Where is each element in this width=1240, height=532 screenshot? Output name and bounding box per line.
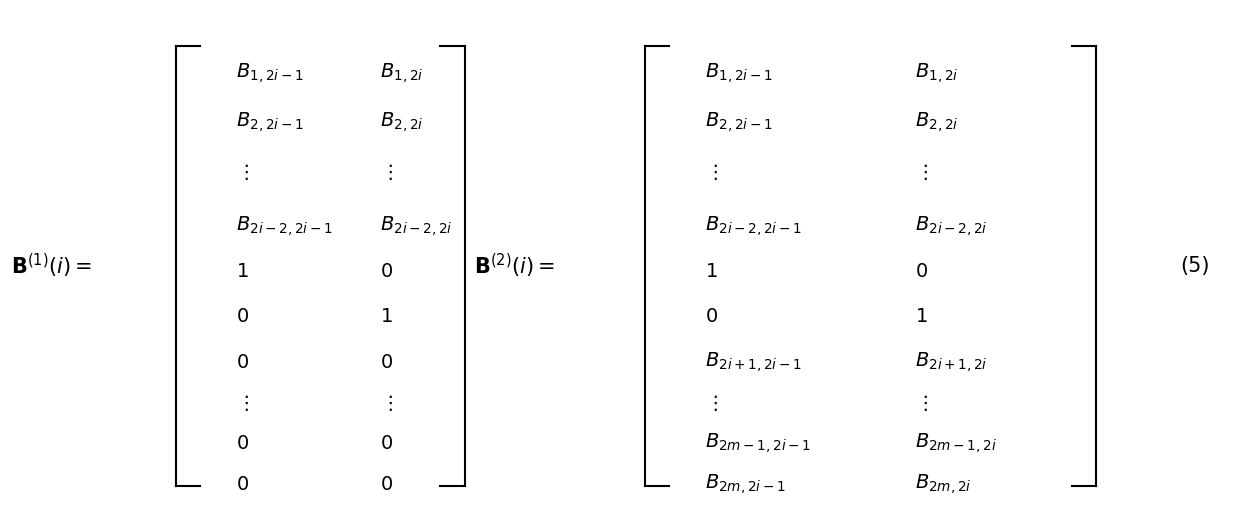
Text: $0$: $0$ — [236, 307, 249, 326]
Text: $B_{2i-2,2i-1}$: $B_{2i-2,2i-1}$ — [236, 214, 334, 238]
Text: $B_{1,2i}$: $B_{1,2i}$ — [915, 61, 959, 85]
Text: $B_{2i+1,2i-1}$: $B_{2i+1,2i-1}$ — [706, 350, 802, 374]
Text: $B_{2i+1,2i}$: $B_{2i+1,2i}$ — [915, 350, 988, 374]
Text: (5): (5) — [1180, 256, 1210, 276]
Text: $B_{1,2i-1}$: $B_{1,2i-1}$ — [706, 61, 773, 85]
Text: $\mathbf{B}^{(1)}(i) = $: $\mathbf{B}^{(1)}(i) = $ — [11, 252, 92, 280]
Text: $1$: $1$ — [915, 307, 928, 326]
Text: $B_{2,2i-1}$: $B_{2,2i-1}$ — [236, 111, 304, 134]
Text: $B_{2i-2,2i}$: $B_{2i-2,2i}$ — [381, 214, 453, 238]
Text: $1$: $1$ — [381, 307, 393, 326]
Text: $B_{2i-2,2i-1}$: $B_{2i-2,2i-1}$ — [706, 214, 802, 238]
Text: $0$: $0$ — [236, 353, 249, 371]
Text: $0$: $0$ — [915, 262, 929, 281]
Text: $B_{2m,2i-1}$: $B_{2m,2i-1}$ — [706, 472, 786, 496]
Text: $1$: $1$ — [236, 262, 249, 281]
Text: $B_{2m,2i}$: $B_{2m,2i}$ — [915, 472, 972, 496]
Text: $B_{2m-1,2i}$: $B_{2m-1,2i}$ — [915, 431, 997, 455]
Text: $\vdots$: $\vdots$ — [236, 162, 249, 182]
Text: $0$: $0$ — [381, 475, 393, 494]
Text: $\vdots$: $\vdots$ — [915, 162, 928, 182]
Text: $0$: $0$ — [381, 434, 393, 453]
Text: $1$: $1$ — [706, 262, 718, 281]
Text: $0$: $0$ — [236, 434, 249, 453]
Text: $\vdots$: $\vdots$ — [915, 393, 928, 413]
Text: $\mathbf{B}^{(2)}(i) = $: $\mathbf{B}^{(2)}(i) = $ — [474, 252, 554, 280]
Text: $B_{1,2i}$: $B_{1,2i}$ — [381, 61, 424, 85]
Text: $B_{2m-1,2i-1}$: $B_{2m-1,2i-1}$ — [706, 431, 811, 455]
Text: $B_{2,2i}$: $B_{2,2i}$ — [381, 111, 424, 134]
Text: $0$: $0$ — [236, 475, 249, 494]
Text: $\vdots$: $\vdots$ — [236, 393, 249, 413]
Text: $\vdots$: $\vdots$ — [381, 162, 393, 182]
Text: $\vdots$: $\vdots$ — [381, 393, 393, 413]
Text: $0$: $0$ — [381, 353, 393, 371]
Text: $0$: $0$ — [381, 262, 393, 281]
Text: $B_{2i-2,2i}$: $B_{2i-2,2i}$ — [915, 214, 988, 238]
Text: $B_{2,2i}$: $B_{2,2i}$ — [915, 111, 959, 134]
Text: $\vdots$: $\vdots$ — [706, 162, 718, 182]
Text: $B_{2,2i-1}$: $B_{2,2i-1}$ — [706, 111, 773, 134]
Text: $B_{1,2i-1}$: $B_{1,2i-1}$ — [236, 61, 304, 85]
Text: $0$: $0$ — [706, 307, 718, 326]
Text: $\vdots$: $\vdots$ — [706, 393, 718, 413]
